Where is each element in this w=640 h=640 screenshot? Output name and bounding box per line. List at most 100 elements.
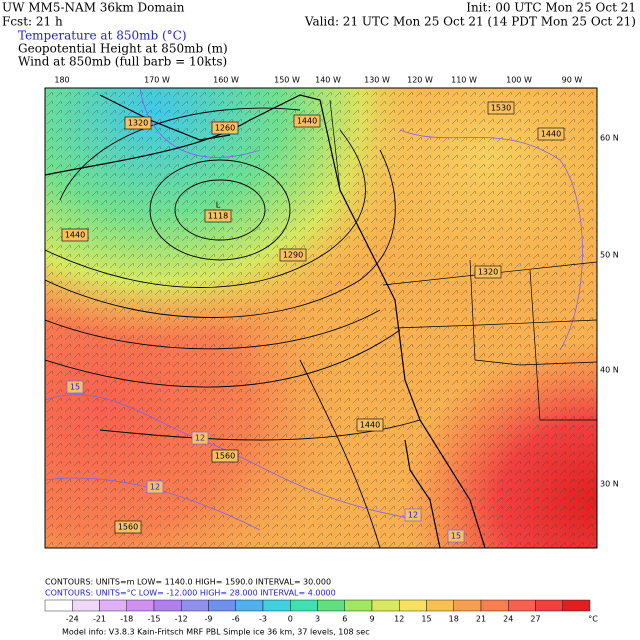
temperature-label: 15: [451, 532, 461, 541]
height-label-box: [293, 114, 321, 128]
contours-height: CONTOURS: UNITS=m LOW= 1140.0 HIGH= 1590…: [45, 578, 331, 587]
colorbar-label: 15: [421, 615, 431, 624]
colorbar-label: -21: [93, 615, 106, 624]
temperature-label-box: [447, 529, 465, 543]
colorbar-swatch: [535, 599, 563, 612]
field-height: Geopotential Height at 850mb (m): [18, 42, 228, 56]
colorbar-swatch: [562, 599, 591, 612]
map-frame: [44, 87, 598, 549]
colorbar-swatch: [44, 599, 73, 612]
longitude-label: 160 W: [213, 76, 239, 85]
colorbar-label: -24: [66, 615, 79, 624]
height-label: 1440: [65, 231, 85, 240]
colorbar-label: -15: [147, 615, 160, 624]
colorbar-label: 3: [315, 615, 320, 624]
colorbar-label: 12: [394, 615, 404, 624]
longitude-label: 170 W: [144, 76, 170, 85]
temperature-label-box: [66, 380, 84, 394]
temperature-label-box: [146, 480, 164, 494]
temperature-label: 12: [150, 483, 160, 492]
longitude-label: 140 W: [315, 76, 341, 85]
colorbar-label: 24: [503, 615, 513, 624]
low-marker: L: [216, 201, 221, 210]
model-info: Model info: V3.8.3 Kain-Fritsch MRF PBL …: [62, 628, 370, 637]
colorbar-swatch: [153, 599, 182, 612]
height-contours: [45, 107, 421, 548]
colorbar-swatch: [453, 599, 482, 612]
colorbar-swatch: [262, 599, 291, 612]
latitude-label: 50 N: [600, 251, 619, 260]
colorbar-swatch: [317, 599, 345, 612]
height-label-box: [124, 116, 152, 130]
height-label: 1320: [128, 119, 148, 128]
height-label: 1290: [283, 251, 303, 260]
height-label: 1440: [360, 421, 380, 430]
longitude-label: 120 W: [407, 76, 433, 85]
temperature-label: 12: [195, 434, 205, 443]
colorbar-swatch: [290, 599, 318, 612]
colorbar-label: 27: [530, 615, 540, 624]
height-label: 1560: [215, 452, 235, 461]
wind-barbs: [45, 88, 597, 548]
longitude-label: 110 W: [451, 76, 477, 85]
field-temperature: Temperature at 850mb (°C): [18, 29, 187, 43]
colorbar-label: 21: [476, 615, 486, 624]
height-label-box: [211, 449, 239, 463]
height-label-box: [537, 127, 565, 141]
height-label: 1260: [215, 124, 235, 133]
height-label: 1320: [478, 268, 498, 277]
colorbar-label: -6: [232, 615, 240, 624]
colorbar-swatch: [508, 599, 536, 612]
model-title: UW MM5-NAM 36km Domain: [2, 1, 185, 15]
height-label: 1530: [491, 104, 511, 113]
height-label: 1440: [541, 130, 561, 139]
colorbar-label: 0: [288, 615, 293, 624]
temperature-label-box: [404, 508, 422, 522]
colorbar-label: -12: [175, 615, 188, 624]
colorbar-label: -3: [259, 615, 267, 624]
temperature-label: 15: [70, 383, 80, 392]
temperature-label: 12: [408, 511, 418, 520]
height-label-box: [204, 209, 232, 223]
colorbar-swatch: [181, 599, 209, 612]
height-label: 1118: [208, 212, 228, 221]
colorbar-label: 6: [342, 615, 347, 624]
height-label-box: [61, 228, 89, 242]
colorbar-swatch: [371, 599, 400, 612]
height-label-box: [356, 418, 384, 432]
colorbar-swatch: [235, 599, 264, 612]
height-label-box: [279, 248, 307, 262]
height-label-box: [487, 101, 515, 115]
colorbar-swatch: [480, 599, 509, 612]
contours-temperature: CONTOURS: UNITS=°C LOW= -12.000 HIGH= 28…: [45, 589, 336, 598]
longitude-label: 180: [54, 76, 69, 85]
height-label: 1440: [297, 117, 317, 126]
latitude-label: 40 N: [600, 366, 619, 375]
latitude-label: 60 N: [600, 134, 619, 143]
init-time: Init: 00 UTC Mon 25 Oct 21: [466, 1, 636, 15]
colorbar-swatch: [344, 599, 373, 612]
colorbar-label: -18: [120, 615, 133, 624]
colorbar-swatch: [208, 599, 236, 612]
latitude-label: 30 N: [600, 480, 619, 489]
colorbar-unit: °C: [588, 615, 598, 624]
colorbar-swatch: [399, 599, 427, 612]
longitude-label: 90 W: [562, 76, 583, 85]
colorbar-label: -9: [205, 615, 213, 624]
colorbar-swatch: [126, 599, 155, 612]
height-label-box: [211, 121, 239, 135]
temperature-label-box: [191, 431, 209, 445]
valid-time: Valid: 21 UTC Mon 25 Oct 21 (14 PDT Mon …: [304, 15, 636, 29]
height-label: 1560: [118, 523, 138, 532]
longitude-label: 100 W: [506, 76, 532, 85]
longitude-label: 130 W: [364, 76, 390, 85]
colorbar-swatch: [99, 599, 127, 612]
field-wind: Wind at 850mb (full barb = 10kts): [18, 55, 227, 69]
height-label-box: [474, 265, 502, 279]
forecast-hour: Fcst: 21 h: [2, 15, 63, 29]
colorbar-label: 18: [449, 615, 459, 624]
colorbar-swatch: [426, 599, 454, 612]
colorbar-swatch: [72, 599, 100, 612]
colorbar-label: 9: [369, 615, 374, 624]
